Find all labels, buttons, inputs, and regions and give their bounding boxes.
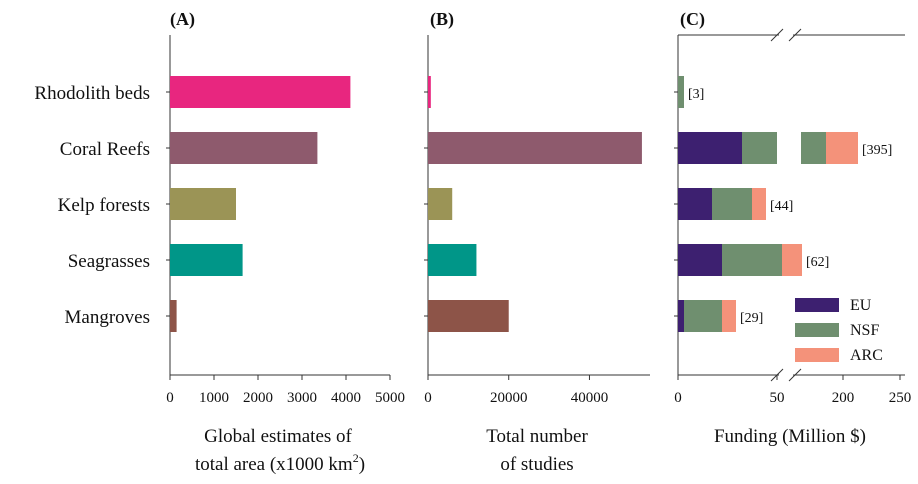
- panel-c-bar-segment: [678, 300, 684, 332]
- legend-label-arc: ARC: [850, 347, 883, 364]
- panel-a-x-tick-label: 4000: [331, 390, 361, 406]
- panel-a-bar: [170, 188, 236, 220]
- category-label: Coral Reefs: [60, 139, 150, 160]
- panel-a-xlabel-sup: 2: [353, 451, 359, 465]
- category-labels: Rhodolith beds Coral Reefs Kelp forests Sea…: [34, 83, 150, 328]
- panel-a-xlabel-main: total area (x1000 km: [195, 454, 353, 475]
- panel-c-bar-segment: [678, 132, 742, 164]
- panel-c-bar-segment: [752, 188, 766, 220]
- panel-c-bar-segment: [684, 300, 722, 332]
- panel-c-x-tick-label: 250: [889, 390, 912, 406]
- panel-c-bar-segment: [712, 188, 752, 220]
- panel-b-letter: (B): [430, 9, 454, 30]
- panel-c-break-mark: [788, 28, 802, 42]
- panel-c-total-label: [29]: [740, 311, 763, 326]
- panel-a-x-tick-label: 0: [166, 390, 174, 406]
- legend-label-nsf: NSF: [850, 322, 879, 339]
- panel-a-xlabel-end: ): [359, 454, 365, 475]
- panel-c-break-mark: [770, 28, 784, 42]
- panel-c-x-tick-label: 50: [770, 390, 785, 406]
- panel-b-bar: [428, 244, 477, 276]
- panel-c-bar-segment: [826, 132, 858, 164]
- panel-c-letter: (C): [680, 9, 705, 30]
- panel-c-total-label: [3]: [688, 87, 704, 102]
- panel-c-x-tick-label: 200: [832, 390, 855, 406]
- panel-a-xlabel-line1: Global estimates of: [204, 426, 352, 447]
- panel-a-bar: [170, 76, 351, 108]
- panel-a-bar: [170, 300, 177, 332]
- panel-c-x-tick-label: 0: [674, 390, 682, 406]
- panel-c-bar-segment: [722, 300, 736, 332]
- panel-b: (B) 0 20000 40000: [424, 9, 650, 406]
- panel-b-x-tick-label: 40000: [571, 390, 609, 406]
- category-label: Rhodolith beds: [34, 83, 150, 104]
- panel-c-bar-segment: [678, 244, 722, 276]
- panel-c-bar-segment: [722, 244, 782, 276]
- panel-b-bar: [428, 188, 453, 220]
- panel-a-xlabel-line2: total area (x1000 km2): [195, 451, 365, 475]
- panel-a-x-tick-label: 3000: [287, 390, 317, 406]
- panel-b-bar: [428, 300, 509, 332]
- panel-c-total-label: [395]: [862, 143, 892, 158]
- legend-swatch-arc: [795, 348, 839, 362]
- category-label: Kelp forests: [58, 195, 150, 216]
- panel-b-bar: [428, 76, 431, 108]
- panel-a: (A) 0 1000 2000 3000 4000 5000: [166, 9, 405, 406]
- panel-a-bar: [170, 132, 318, 164]
- legend-swatch-nsf: [795, 323, 839, 337]
- panel-a-x-tick-label: 5000: [375, 390, 405, 406]
- panel-a-bar: [170, 244, 243, 276]
- panel-b-x-tick-label: 0: [424, 390, 432, 406]
- panel-c-bar-segment: [678, 76, 684, 108]
- panel-b-x-tick-label: 20000: [490, 390, 528, 406]
- panel-c: (C) [3] [395] [44] [62] [29] 0 50 200 250: [674, 9, 911, 406]
- panel-c-bar-segment: [678, 188, 712, 220]
- panel-b-xlabel-line1: Total number: [486, 426, 588, 447]
- panel-b-bar: [428, 132, 642, 164]
- panel-c-total-label: [62]: [806, 255, 829, 270]
- panel-c-xlabel: Funding (Million $): [714, 426, 866, 447]
- panel-c-total-label: [44]: [770, 199, 793, 214]
- panel-c-bar-segment: [782, 244, 802, 276]
- panel-a-x-tick-label: 1000: [199, 390, 229, 406]
- panel-c-bar-segment: [742, 132, 777, 164]
- panel-c-bar-segment: [801, 132, 826, 164]
- category-label: Seagrasses: [68, 251, 150, 272]
- panel-a-x-tick-label: 2000: [243, 390, 273, 406]
- legend: EU NSF ARC: [795, 297, 883, 364]
- legend-label-eu: EU: [850, 297, 872, 314]
- axis-titles: Global estimates of total area (x1000 km…: [195, 426, 866, 475]
- panel-c-break-mark: [788, 368, 802, 382]
- panel-a-letter: (A): [170, 9, 195, 30]
- legend-swatch-eu: [795, 298, 839, 312]
- category-label: Mangroves: [65, 307, 150, 328]
- panel-b-xlabel-line2: of studies: [500, 454, 573, 475]
